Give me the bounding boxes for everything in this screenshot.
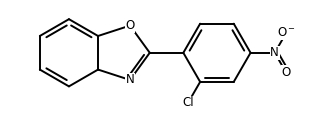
Text: Cl: Cl — [182, 96, 194, 109]
Text: O: O — [126, 19, 135, 32]
Text: O: O — [282, 66, 291, 79]
Text: N: N — [270, 46, 279, 59]
Text: O$^-$: O$^-$ — [277, 26, 296, 40]
Text: N: N — [126, 73, 134, 86]
